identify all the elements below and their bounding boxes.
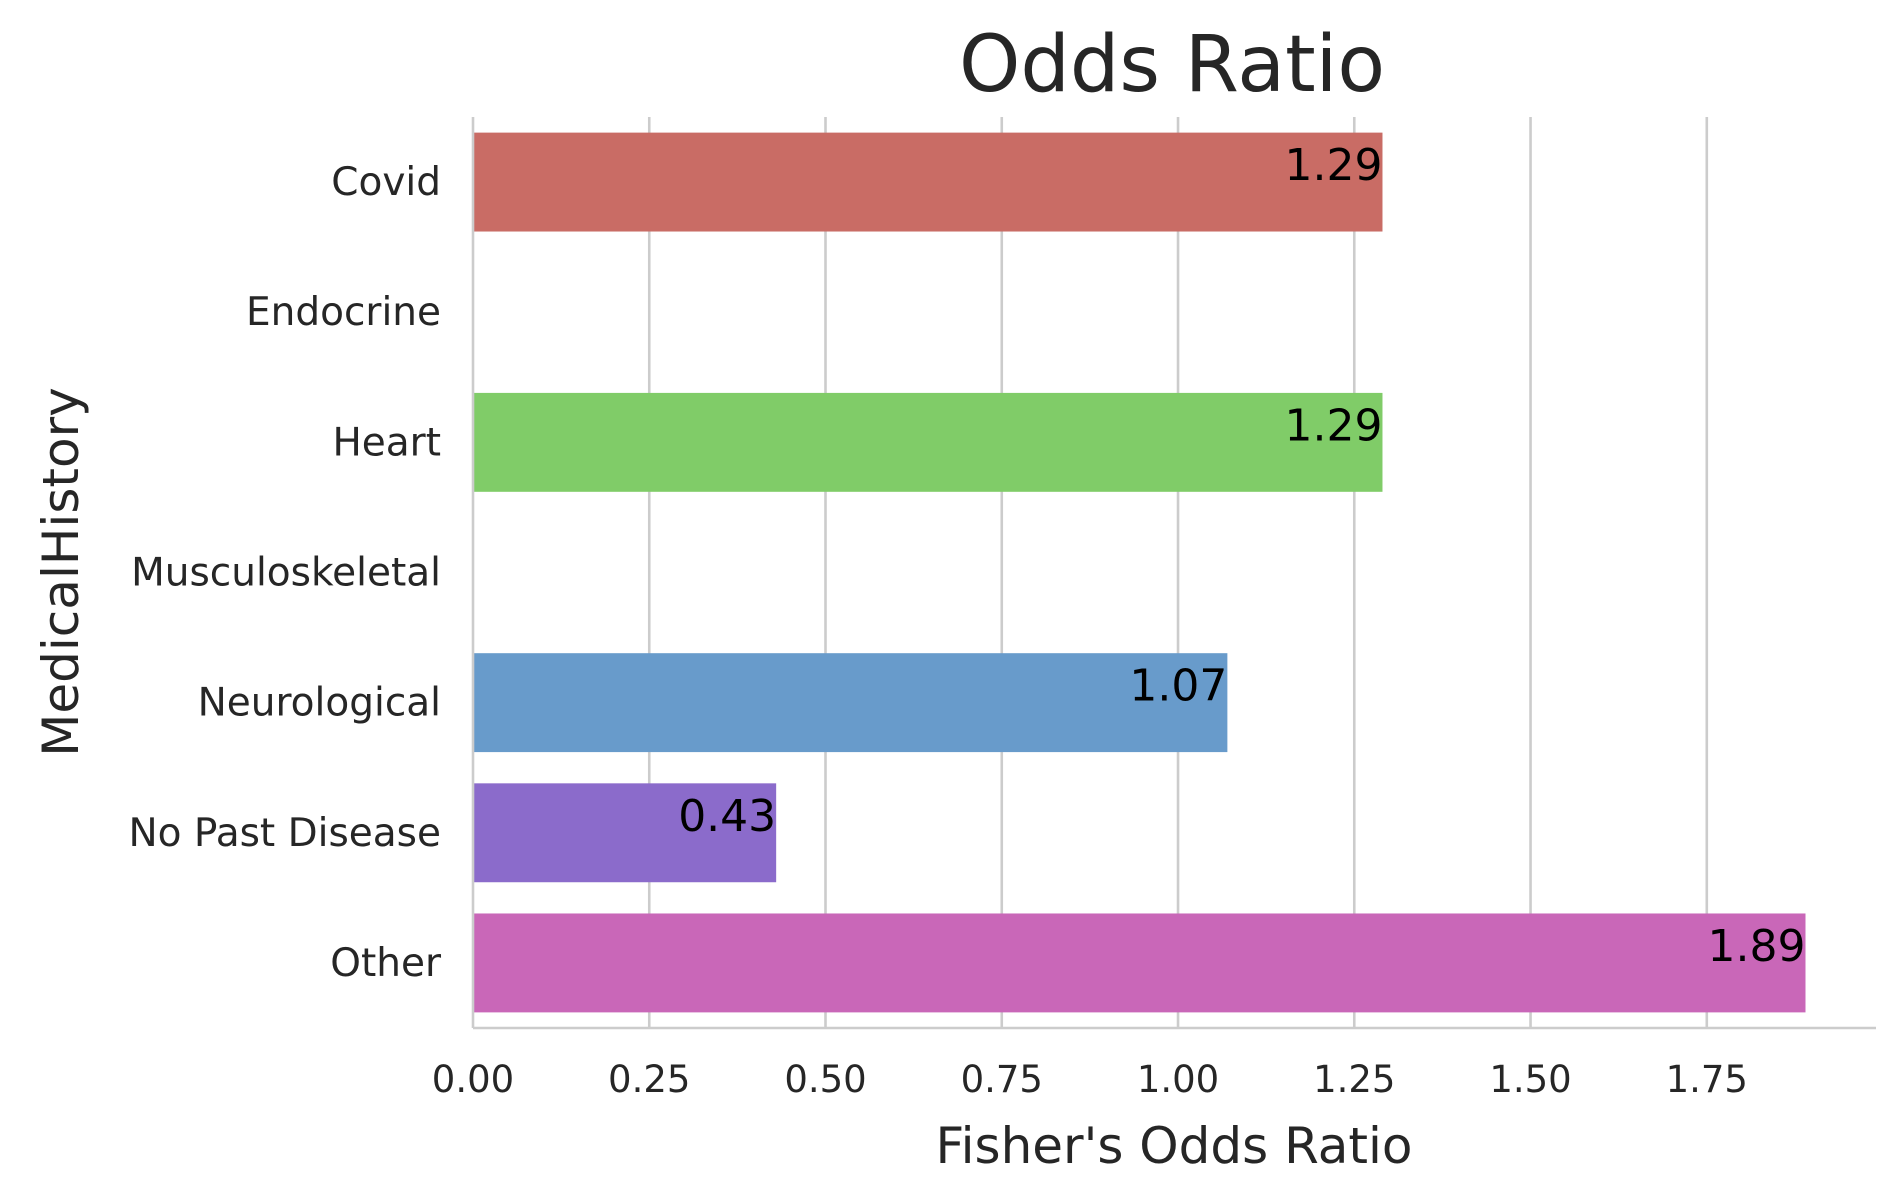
x-tick-label: 1.25: [1313, 1058, 1395, 1101]
x-tick-label: 1.75: [1666, 1058, 1748, 1101]
category-label: Covid: [331, 160, 441, 205]
chart-title: Odds Ratio: [959, 20, 1385, 110]
x-tick-label: 0.25: [608, 1058, 690, 1101]
category-label: Neurological: [198, 681, 441, 726]
data-labels: 1.29 1.29 1.07 0.43 1.89: [678, 140, 1805, 972]
bar: [473, 132, 1383, 232]
x-tick-label: 1.00: [1137, 1058, 1219, 1101]
category-label: Musculoskeletal: [131, 551, 441, 596]
bar-value-label: 1.89: [1708, 921, 1806, 972]
bar-value-label: 0.43: [678, 791, 776, 842]
bar-value-label: 1.29: [1285, 140, 1383, 191]
category-label: Endocrine: [246, 290, 441, 335]
bar: [473, 392, 1383, 492]
category-label: Other: [330, 941, 442, 986]
bars: [473, 132, 1806, 1013]
x-tick-label: 1.50: [1489, 1058, 1571, 1101]
bar-value-label: 1.29: [1285, 400, 1383, 451]
x-tick-label: 0.50: [784, 1058, 866, 1101]
category-labels: Covid Endocrine Heart Musculoskeletal Neurol…: [129, 160, 442, 986]
x-tick-labels: 0.00 0.25 0.50 0.75 1.00 1.25 1.50 1.75: [432, 1058, 1748, 1101]
gridlines: [647, 117, 1709, 1028]
x-axis-label: Fisher's Odds Ratio: [936, 1117, 1413, 1175]
x-tick-label: 0.75: [961, 1058, 1043, 1101]
bar-value-label: 1.07: [1129, 661, 1227, 712]
bar: [473, 913, 1806, 1013]
x-tick-label: 0.00: [432, 1058, 514, 1101]
bar: [473, 783, 777, 883]
y-axis-label: MedicalHistory: [32, 387, 90, 756]
category-label: Heart: [332, 420, 441, 465]
category-label: No Past Disease: [129, 811, 442, 856]
bar: [473, 653, 1228, 753]
